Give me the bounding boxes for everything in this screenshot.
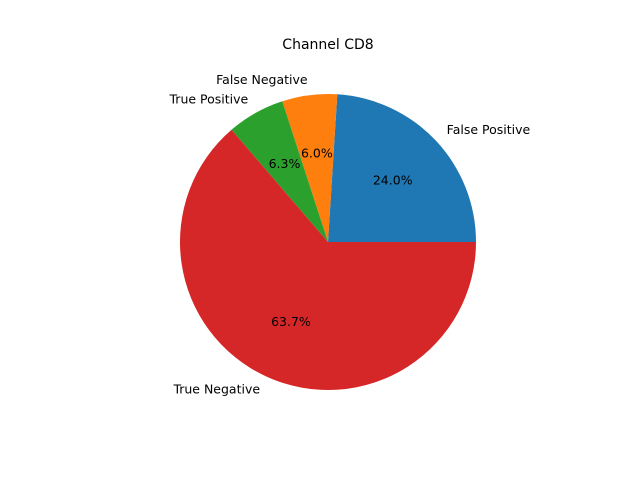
slice-label-false-negative: False Negative xyxy=(216,72,308,87)
pie-slice-true-positive xyxy=(231,101,328,242)
pie-slices xyxy=(179,94,476,390)
pie-slice-false-negative xyxy=(282,94,338,243)
pie-slice-true-negative xyxy=(179,129,476,390)
chart-title: Channel CD8 xyxy=(282,37,373,53)
pct-label-true-positive: 6.3% xyxy=(269,156,301,171)
pie-slice-false-positive xyxy=(328,94,476,242)
pie-labels: False Positive 24.0% False Negative 6.0% Tru… xyxy=(169,72,531,396)
slice-label-true-positive: True Positive xyxy=(169,92,249,107)
slice-label-true-negative: True Negative xyxy=(172,381,260,396)
pct-label-false-negative: 6.0% xyxy=(301,145,333,160)
slice-label-false-positive: False Positive xyxy=(447,122,531,137)
pct-label-false-positive: 24.0% xyxy=(373,173,413,188)
pct-label-true-negative: 63.7% xyxy=(271,314,311,329)
